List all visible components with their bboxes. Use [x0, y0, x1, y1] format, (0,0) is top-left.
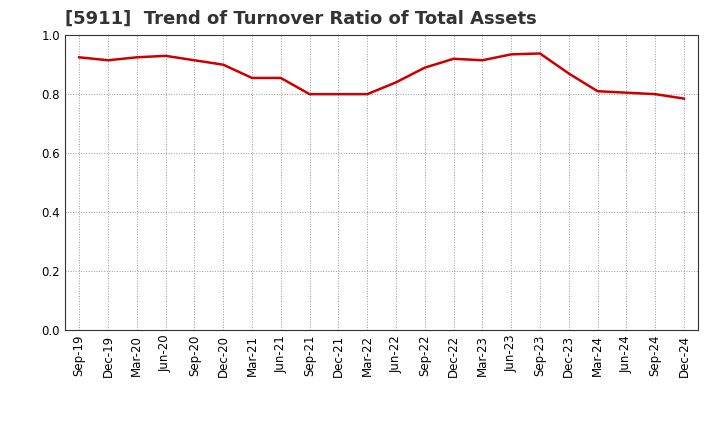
Text: [5911]  Trend of Turnover Ratio of Total Assets: [5911] Trend of Turnover Ratio of Total …: [65, 10, 536, 28]
